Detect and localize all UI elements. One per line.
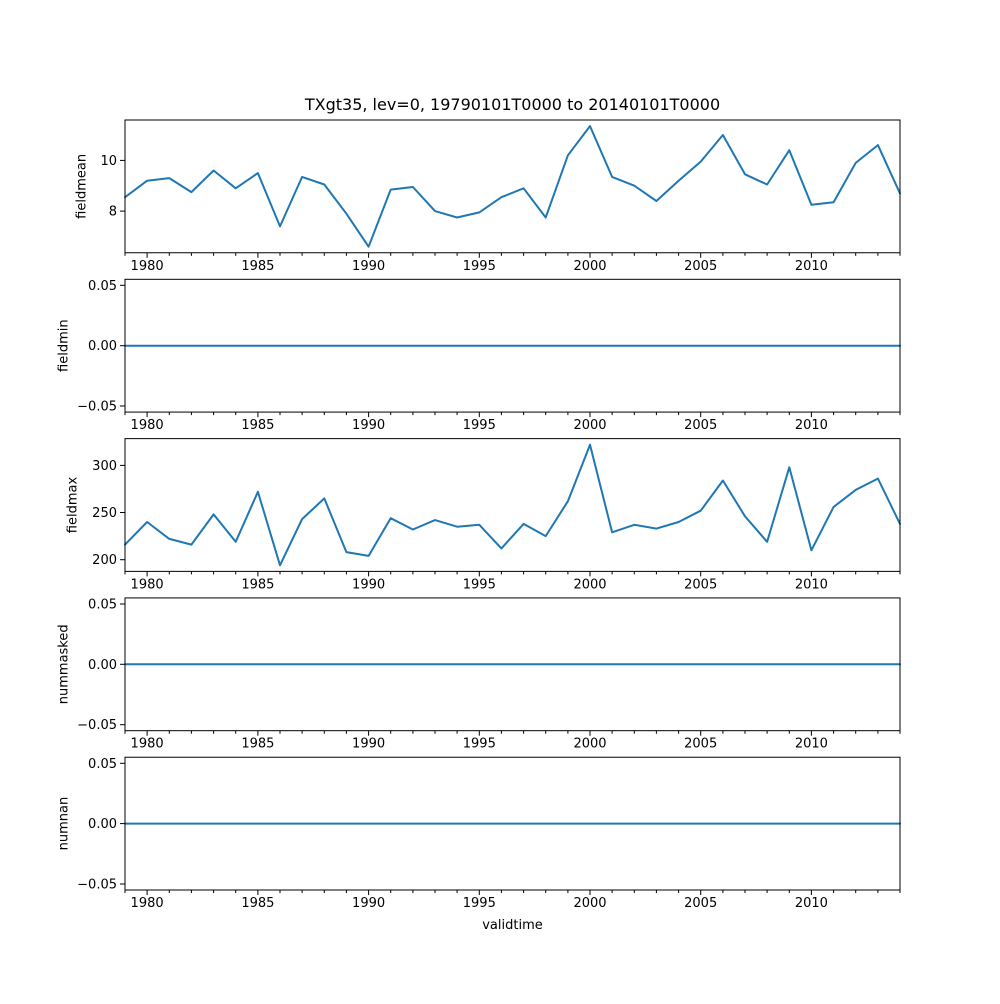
y-tick-label: −0.05 [77, 878, 117, 893]
subplot-fieldmean: 8 10 1980 1985 1990 1995 2000 2005 2010 fieldmean [75, 119, 901, 274]
y-tick-label: 0.00 [88, 339, 117, 354]
data-line [124, 443, 901, 567]
x-tick-label: 1985 [241, 418, 274, 433]
chart-title: TXgt35, lev=0, 19790101T0000 to 20140101… [304, 95, 720, 114]
y-tick-label: 0.05 [88, 757, 117, 772]
x-tick-label: 1990 [352, 418, 385, 433]
x-tick-label: 2005 [684, 737, 717, 752]
y-tick-label: 200 [92, 553, 117, 568]
x-tick-label: 1995 [463, 577, 496, 592]
axes-spines [124, 119, 901, 254]
x-tick-label: 1980 [131, 418, 164, 433]
x-tick-label: 2010 [795, 418, 828, 433]
x-tick-label: 2000 [573, 259, 606, 274]
y-tick-label: 10 [100, 154, 117, 169]
x-tick-label: 2000 [573, 737, 606, 752]
y-tick-label: 300 [92, 459, 117, 474]
x-tick-label: 2010 [795, 577, 828, 592]
y-tick-label: 0.05 [88, 598, 117, 613]
x-tick-label: 1980 [131, 577, 164, 592]
x-tick-label: 1990 [352, 577, 385, 592]
x-tick-label: 1980 [131, 737, 164, 752]
x-tick-label: 2010 [795, 259, 828, 274]
subplot-fieldmax: 200 250 300 1980 1985 1990 1995 2000 2005 2010 fie… [66, 438, 901, 592]
subplot-numnan: −0.05 0.00 0.05 1980 1985 1990 1995 2000 2005 201… [57, 756, 901, 911]
y-axis-label: fieldmean [75, 154, 90, 219]
x-tick-label: 2005 [684, 418, 717, 433]
x-tick-label: 1995 [463, 896, 496, 911]
x-tick-label: 1990 [352, 259, 385, 274]
y-tick-label: 0.00 [88, 658, 117, 673]
x-tick-label: 2010 [795, 737, 828, 752]
x-tick-label: 1985 [241, 259, 274, 274]
x-tick-label: 1980 [131, 259, 164, 274]
y-tick-label: 0.00 [88, 817, 117, 832]
x-tick-label: 2005 [684, 577, 717, 592]
x-tick-label: 2000 [573, 896, 606, 911]
y-axis-label: fieldmax [66, 477, 81, 534]
x-tick-label: 2000 [573, 418, 606, 433]
x-tick-label: 1985 [241, 737, 274, 752]
y-tick-label: −0.05 [77, 718, 117, 733]
x-tick-label: 1995 [463, 737, 496, 752]
subplots: 8 10 1980 1985 1990 1995 2000 2005 2010 fieldmean… [57, 119, 901, 911]
y-tick-label: 8 [109, 205, 117, 220]
x-tick-label: 2000 [573, 577, 606, 592]
x-tick-label: 1985 [241, 896, 274, 911]
x-axis-label: validtime [482, 918, 543, 933]
axes-spines [124, 438, 901, 572]
y-tick-label: 250 [92, 506, 117, 521]
y-axis-label: fieldmin [57, 319, 72, 372]
x-tick-label: 1990 [352, 896, 385, 911]
y-tick-label: 0.05 [88, 279, 117, 294]
x-tick-label: 1990 [352, 737, 385, 752]
subplot-fieldmin: −0.05 0.00 0.05 1980 1985 1990 1995 2000 2005 201… [57, 279, 901, 433]
x-tick-label: 2010 [795, 896, 828, 911]
x-tick-label: 1985 [241, 577, 274, 592]
x-tick-label: 1995 [463, 259, 496, 274]
y-axis-label: nummasked [57, 624, 72, 704]
x-tick-label: 1980 [131, 896, 164, 911]
data-line [124, 125, 901, 248]
y-tick-label: −0.05 [77, 400, 117, 415]
x-tick-label: 2005 [684, 259, 717, 274]
x-tick-label: 1995 [463, 418, 496, 433]
y-axis-label: numnan [57, 797, 72, 851]
subplot-nummasked: −0.05 0.00 0.05 1980 1985 1990 1995 2000 2005 201… [57, 597, 901, 752]
x-tick-label: 2005 [684, 896, 717, 911]
